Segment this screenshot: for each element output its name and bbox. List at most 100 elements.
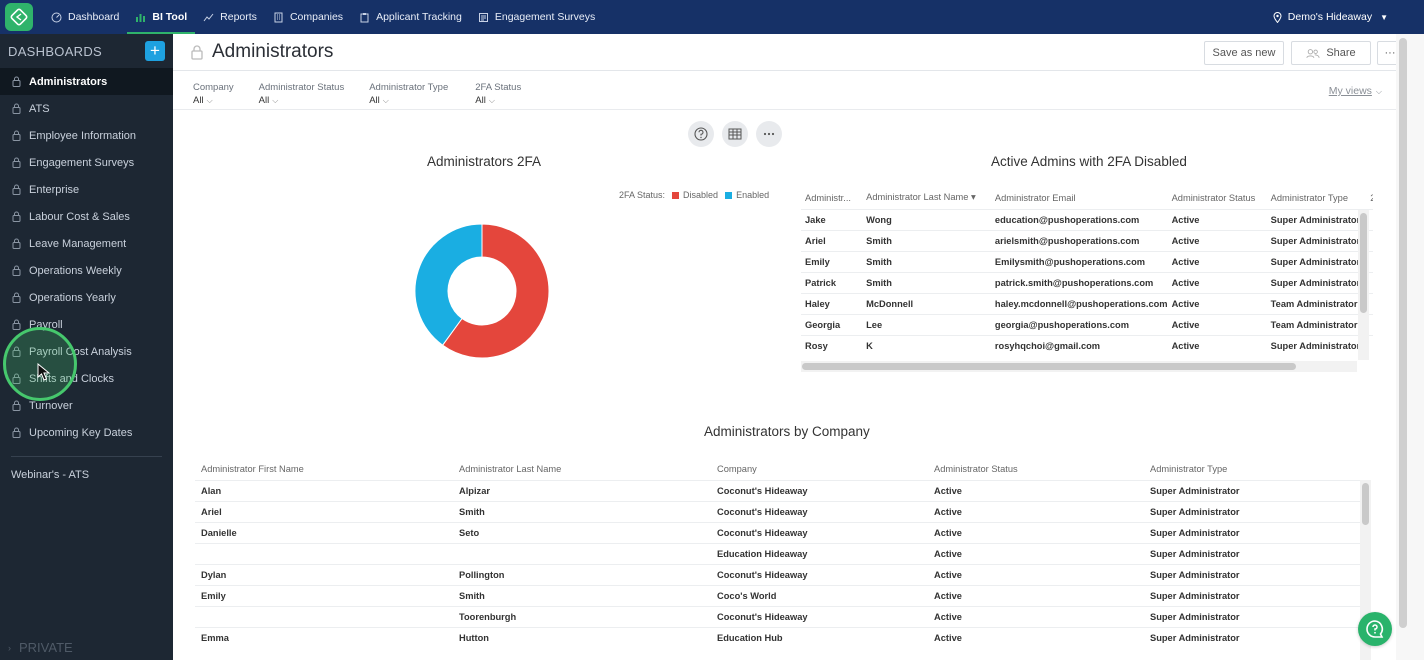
private-section-toggle[interactable]: › PRIVATE [8,640,73,655]
table-cell: Ariel [195,500,453,522]
nav-dashboard[interactable]: Dashboard [43,0,127,34]
lock-icon [12,400,21,411]
nav-reports[interactable]: Reports [195,0,265,34]
donut-chart [414,223,550,359]
table-row[interactable]: Ariel Smith arielsmith@pushoperations.com A… [801,229,1373,251]
table-cell: Active [928,605,1144,627]
sidebar-item-turnover[interactable]: Turnover [0,392,173,419]
table-cell: Smith [862,229,991,251]
sidebar-item-operations-yearly[interactable]: Operations Yearly [0,284,173,311]
table-row[interactable]: Toorenburgh Coconut's Hideaway Active Super… [195,605,1361,627]
column-header[interactable]: 2 [1370,192,1373,203]
chart-legend: 2FA Status: Disabled Enabled [619,190,770,200]
lock-icon [12,427,21,438]
donut-slice-enabled[interactable] [414,223,483,346]
table-row[interactable]: Georgia Lee georgia@pushoperations.com Acti… [801,313,1373,335]
filter-2fa-status[interactable]: 2FA Status All ⌵ [475,82,522,106]
table-row[interactable]: Emma Hutton Education Hub Active Super Admin… [195,626,1361,648]
column-header[interactable]: Administrator Status [1171,192,1256,203]
filter-administrator-status[interactable]: Administrator Status All ⌵ [258,82,345,106]
table-cell: Lee [862,313,991,335]
table-cell: Wong [862,208,991,230]
sidebar-item-enterprise[interactable]: Enterprise [0,176,173,203]
column-header[interactable]: Administr... [805,192,851,203]
lock-icon [12,319,21,330]
app-logo-icon[interactable] [5,3,33,31]
nav-companies[interactable]: Companies [265,0,351,34]
table-cell [1366,208,1373,230]
column-header[interactable]: Administrator Type [1270,192,1349,203]
sidebar-item-labour-cost-sales[interactable]: Labour Cost & Sales [0,203,173,230]
table-cell: Active [928,500,1144,522]
column-header[interactable]: Company [717,463,757,474]
nav-bi-tool[interactable]: BI Tool [127,0,195,34]
sidebar-item-employee-information[interactable]: Employee Information [0,122,173,149]
sidebar-item-label: Labour Cost & Sales [29,210,130,223]
table-row[interactable]: Ariel Smith Coconut's Hideaway Active Super … [195,500,1361,522]
dashboard-icon [51,12,62,22]
sidebar-item-engagement-surveys[interactable]: Engagement Surveys [0,149,173,176]
table-row[interactable]: Emily Smith Coco's World Active Super Admini… [195,584,1361,606]
column-header[interactable]: Administrator Last Name [459,463,562,474]
table-row[interactable]: Danielle Seto Coconut's Hideaway Active Supe… [195,521,1361,543]
sidebar-item-webinars-ats[interactable]: Webinar's - ATS [11,469,90,481]
column-header[interactable]: Administrator First Name [201,463,304,474]
table-cell: Active [928,626,1144,648]
table-view-button[interactable] [722,121,748,147]
chevron-down-icon: ⌵ [488,96,495,105]
column-header[interactable]: Administrator Email [994,192,1076,203]
vertical-scrollbar[interactable] [1362,483,1369,525]
table1-title: Active Admins with 2FA Disabled [991,154,1187,169]
sidebar-item-upcoming-key-dates[interactable]: Upcoming Key Dates [0,419,173,446]
donut-slice-disabled[interactable] [441,223,550,359]
table-row[interactable]: Haley McDonnell haley.mcdonnell@pushoperat… [801,292,1373,314]
sidebar-divider [11,456,162,457]
table-row[interactable]: Alan Alpizar Coconut's Hideaway Active Super… [195,479,1361,501]
chevron-down-icon: ⌵ [382,96,389,105]
click-highlight-ring [3,327,77,401]
table-cell: Toorenburgh [453,605,711,627]
legend-item-enabled[interactable]: Enabled [736,190,770,200]
table-cell: Team Administrator [1266,292,1367,314]
active-admins-table: Administr... Administrator Last Name ▾ Adm… [801,187,1373,373]
table-cell: Active [1167,313,1267,335]
table-row[interactable]: Jake Wong education@pushoperations.com Acti… [801,208,1373,230]
sidebar-item-administrators[interactable]: Administrators [0,68,173,95]
legend-item-disabled[interactable]: Disabled [683,190,719,200]
toolbar-more-button[interactable] [756,121,782,147]
column-header[interactable]: Administrator Type [1150,463,1228,474]
location-selector[interactable]: Demo's Hideaway ▼ [1273,0,1388,34]
table-cell [1366,271,1373,293]
filter-administrator-type[interactable]: Administrator Type All ⌵ [369,82,449,106]
lock-icon [191,44,203,60]
vertical-scrollbar[interactable] [1360,213,1367,313]
save-as-new-button[interactable]: Save as new [1204,41,1284,65]
page-scrollbar[interactable] [1399,38,1407,628]
sidebar-item-leave-management[interactable]: Leave Management [0,230,173,257]
table-cell: Super Administrator [1144,500,1361,522]
filter-company[interactable]: Company All ⌵ [193,82,234,106]
table-row[interactable]: Dylan Pollington Coconut's Hideaway Active S… [195,563,1361,585]
table-row[interactable]: Patrick Smith patrick.smith@pushoperations… [801,271,1373,293]
help-button[interactable] [688,121,714,147]
table-cell: Haley [801,292,863,314]
sidebar-item-ats[interactable]: ATS [0,95,173,122]
share-button[interactable]: Share [1291,41,1371,65]
table-row[interactable]: Emily Smith Emilysmith@pushoperations.com A… [801,250,1373,272]
help-chat-button[interactable] [1358,612,1392,646]
nav-engagement-surveys[interactable]: Engagement Surveys [470,0,603,34]
table-cell: Super Administrator [1144,626,1361,648]
table-row[interactable]: Education Hideaway Active Super Administra… [195,542,1361,564]
my-views-dropdown[interactable]: My views ⌵ [1328,85,1382,97]
table-cell: Danielle [195,521,453,543]
donut-chart-title: Administrators 2FA [427,154,542,169]
table: Administrator First Name Administrator La… [195,458,1361,648]
add-dashboard-button[interactable]: + [145,41,165,61]
column-header[interactable]: Administrator Status [934,463,1018,474]
sidebar-item-operations-weekly[interactable]: Operations Weekly [0,257,173,284]
legend-swatch-enabled [725,191,733,199]
horizontal-scrollbar[interactable] [802,363,1296,370]
column-header[interactable]: Administrator Last Name ▾ [866,192,976,203]
nav-applicant-tracking[interactable]: Applicant Tracking [351,0,470,34]
